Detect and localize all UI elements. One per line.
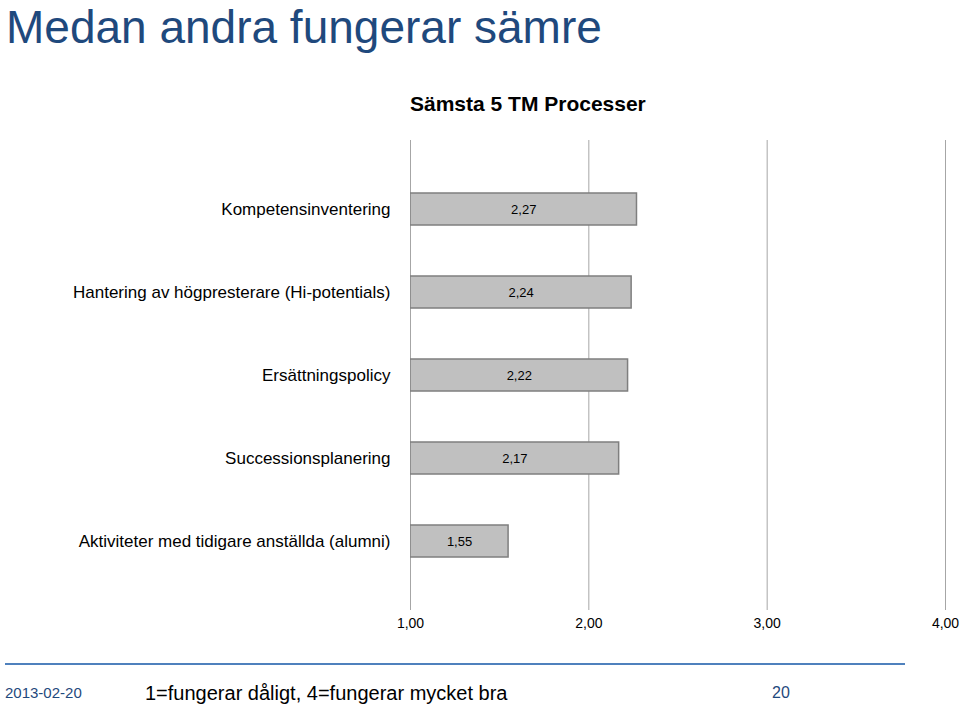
svg-text:Successionsplanering: Successionsplanering: [225, 449, 390, 468]
svg-text:2,17: 2,17: [502, 451, 527, 466]
svg-text:Kompetensinventering: Kompetensinventering: [221, 200, 390, 219]
html-text:1=fungerar dåligt, 4=fungerar: 1=fungerar dåligt, 4=fungerar mycket bra: [145, 682, 508, 704]
svg-text:2,24: 2,24: [508, 285, 533, 300]
svg-text:Hantering av högpresterare (Hi: Hantering av högpresterare (Hi-potential…: [73, 283, 391, 302]
html-text:2013-02-20: 2013-02-20: [5, 684, 82, 701]
svg-text:2,00: 2,00: [575, 615, 602, 631]
svg-text:3,00: 3,00: [754, 615, 781, 631]
html-text:Sämsta 5 TM Processer: Sämsta 5 TM Processer: [410, 92, 646, 115]
svg-text:Aktiviteter med tidigare anstä: Aktiviteter med tidigare anställda (alum…: [79, 532, 391, 551]
svg-text:4,00: 4,00: [932, 615, 959, 631]
svg-text:1,00: 1,00: [397, 615, 424, 631]
svg-text:2,22: 2,22: [507, 368, 532, 383]
svg-text:Ersättningspolicy: Ersättningspolicy: [262, 366, 391, 385]
svg-text:2,27: 2,27: [511, 202, 536, 217]
html-text:20: 20: [772, 684, 790, 701]
svg-text:1,55: 1,55: [447, 534, 472, 549]
html-text:Medan andra fungerar sämre: Medan andra fungerar sämre: [6, 1, 602, 53]
